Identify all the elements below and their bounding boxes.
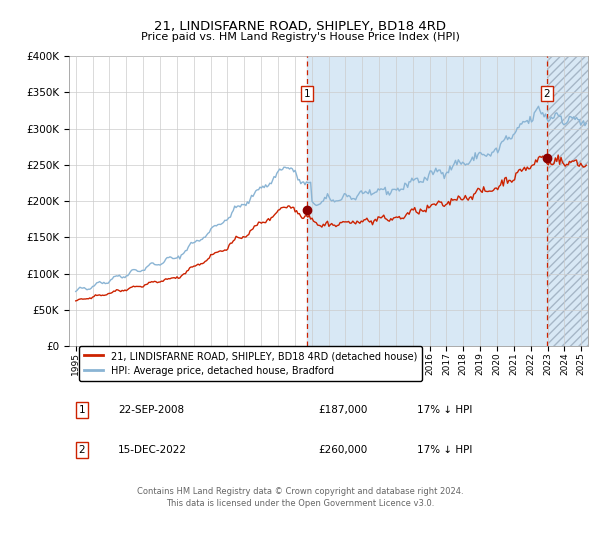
- Text: 17% ↓ HPI: 17% ↓ HPI: [417, 404, 472, 414]
- Bar: [547, 56, 588, 346]
- Text: 17% ↓ HPI: 17% ↓ HPI: [417, 445, 472, 455]
- Text: 2: 2: [544, 88, 550, 99]
- Legend: 21, LINDISFARNE ROAD, SHIPLEY, BD18 4RD (detached house), HPI: Average price, de: 21, LINDISFARNE ROAD, SHIPLEY, BD18 4RD …: [79, 347, 422, 381]
- Text: 1: 1: [304, 88, 310, 99]
- Text: 15-DEC-2022: 15-DEC-2022: [118, 445, 187, 455]
- Text: 21, LINDISFARNE ROAD, SHIPLEY, BD18 4RD: 21, LINDISFARNE ROAD, SHIPLEY, BD18 4RD: [154, 20, 446, 32]
- Bar: [547, 56, 588, 346]
- Text: Contains HM Land Registry data © Crown copyright and database right 2024.: Contains HM Land Registry data © Crown c…: [137, 487, 463, 496]
- Text: 2: 2: [79, 445, 85, 455]
- Text: £187,000: £187,000: [318, 404, 367, 414]
- Text: 22-SEP-2008: 22-SEP-2008: [118, 404, 184, 414]
- Text: 1: 1: [79, 404, 85, 414]
- Text: This data is licensed under the Open Government Licence v3.0.: This data is licensed under the Open Gov…: [166, 500, 434, 508]
- Text: £260,000: £260,000: [318, 445, 367, 455]
- Bar: [69, 56, 307, 346]
- Bar: [307, 56, 547, 346]
- Text: Price paid vs. HM Land Registry's House Price Index (HPI): Price paid vs. HM Land Registry's House …: [140, 32, 460, 43]
